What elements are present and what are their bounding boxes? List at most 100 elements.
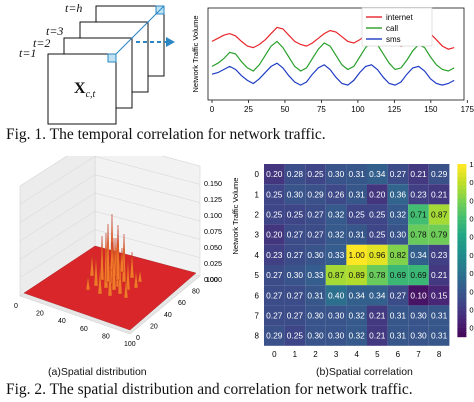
colorbar-tick-label: 0.3 (469, 287, 474, 296)
heatmap-cell (284, 164, 306, 185)
heatmap-cell (305, 325, 326, 346)
heatmap-cell-value: 0.30 (307, 250, 324, 260)
heatmap-cell-value: 0.27 (287, 250, 304, 260)
colorbar-segment (457, 276, 467, 282)
heatmap-cell (325, 325, 347, 346)
colorbar-segment (457, 267, 467, 273)
surface-spike (99, 235, 105, 281)
colorbar-segment (457, 319, 467, 325)
grid-line (19, 156, 96, 205)
heatmap-cell-value: 0.31 (349, 189, 366, 199)
heatmap-cell (387, 244, 409, 265)
x-tick-label: 0 (272, 350, 277, 359)
heatmap-cell (408, 265, 429, 286)
heatmap-cell (284, 285, 306, 306)
heatmap-cell-value: 0.10 (410, 290, 427, 300)
heatmap-cell (305, 265, 326, 286)
heatmap-cell-value: 0.87 (328, 270, 345, 280)
x-tick-label: 6 (396, 350, 401, 359)
line-chart-svg: 0 25 50 75 100 125 150 175 Network Traffic Volum… (191, 7, 474, 114)
heatmap-cell (264, 325, 285, 346)
grid-line (94, 156, 201, 185)
colorbar-segment (457, 284, 467, 290)
heatmap-cell-value: 0.33 (307, 270, 324, 280)
surface-spike (97, 267, 103, 295)
colorbar-tick-label: 0.9 (469, 178, 474, 187)
heatmap-cell (264, 224, 285, 245)
heatmap-cell-value: 0.21 (369, 331, 386, 341)
fig2-caption: Fig. 2. The spatial distribution and cor… (6, 381, 413, 398)
y-axis-label: Network Traffic Volume (191, 16, 200, 93)
heatmap-cell-value: 0.32 (328, 230, 345, 240)
heatmap-cell (264, 305, 285, 326)
heatmap-cell-value: 0.40 (328, 290, 345, 300)
heatmap-cell-value: 0.30 (328, 331, 345, 341)
heatmap-cell (346, 285, 367, 306)
heatmap-cell-value: 0.32 (390, 210, 407, 220)
legend-label-internet: internet (386, 13, 413, 22)
heatmap-cell-value: 0.36 (390, 189, 407, 199)
heatmap-svg: 0.20 0.28 0.25 0.30 0.31 0.34 0.27 0.21 0.290.25… (255, 160, 474, 359)
surface-spike (111, 237, 117, 291)
heatmap-cell (408, 164, 429, 185)
heatmap-cell (264, 244, 285, 265)
heatmap-cell (325, 305, 347, 326)
colorbar-segment (457, 176, 467, 182)
heatmap-cell (387, 265, 409, 286)
heatmap-cell-value: 0.23 (266, 250, 283, 260)
heatmap-cell (387, 204, 409, 225)
heatmap-cell-value: 0.27 (287, 311, 304, 321)
grid-line (94, 174, 201, 203)
heatmap-cell-value: 0.30 (328, 169, 345, 179)
heatmap-cell (428, 305, 450, 326)
heatmap-cell-value: 0.27 (287, 230, 304, 240)
heatmap-cell-value: 0.21 (369, 311, 386, 321)
surface-spike (129, 251, 135, 279)
grid-line (19, 229, 96, 278)
heatmap-cell-value: 0.89 (349, 270, 366, 280)
series-line-call (211, 40, 455, 72)
heatmap-cell (346, 244, 367, 265)
fig1-line-chart: 0 25 50 75 100 125 150 175 Network Traffic Volum… (178, 0, 474, 122)
heatmap-cell-value: 0.30 (328, 311, 345, 321)
z-tick-label: 0.075 (204, 227, 222, 236)
heatmap-cell (367, 184, 388, 205)
heatmap-cell-value: 0.69 (390, 270, 407, 280)
surface-spike (119, 247, 125, 273)
heatmap-cell-value: 0.34 (369, 169, 386, 179)
colorbar-segment (457, 207, 467, 212)
heatmap-cell (387, 164, 409, 185)
colorbar-segment (457, 315, 467, 320)
x-tick-label: 60 (80, 326, 88, 333)
heatmap-cell (284, 265, 306, 286)
x-tick-label: 5 (375, 350, 380, 359)
y-tick-label: 3 (255, 231, 260, 240)
heatmap-cell (346, 325, 367, 346)
fig2a-surface: 0.150 0.125 0.100 0.075 0.050 0.025 0.000 Netwo… (0, 137, 244, 366)
heatmap-cell-value: 0.32 (349, 311, 366, 321)
heatmap-cell (346, 204, 367, 225)
heatmap-cell-value: 0.71 (410, 210, 427, 220)
grid-line (19, 211, 96, 260)
colorbar-segment (457, 228, 467, 234)
colorbar-tick-label: 1.0 (469, 160, 474, 169)
colorbar-segment (457, 233, 467, 238)
fig2b-heatmap: 0.20 0.28 0.25 0.30 0.31 0.34 0.27 0.21 0.29 0.25… (238, 156, 474, 366)
heatmap-cell-value: 0.25 (369, 210, 386, 220)
heatmap-cell (367, 285, 388, 306)
y-tick-label: 80 (192, 289, 200, 296)
heatmap-cell (367, 265, 388, 286)
heatmap-cell-value: 0.25 (266, 189, 283, 199)
heatmap-cell (367, 164, 388, 185)
heatmap-cell-value: 0.28 (287, 169, 304, 179)
heatmap-cell (305, 204, 326, 225)
surface-spike (137, 269, 143, 283)
heatmap-cell (264, 285, 285, 306)
heatmap-cell (284, 224, 306, 245)
colorbar-segment (457, 297, 467, 303)
fig1-caption: Fig. 1. The temporal correlation for net… (6, 126, 326, 143)
surface-spike (115, 229, 121, 281)
surface-spike (89, 253, 95, 277)
heatmap-cell (264, 184, 285, 205)
heatmap-cell (387, 285, 409, 306)
